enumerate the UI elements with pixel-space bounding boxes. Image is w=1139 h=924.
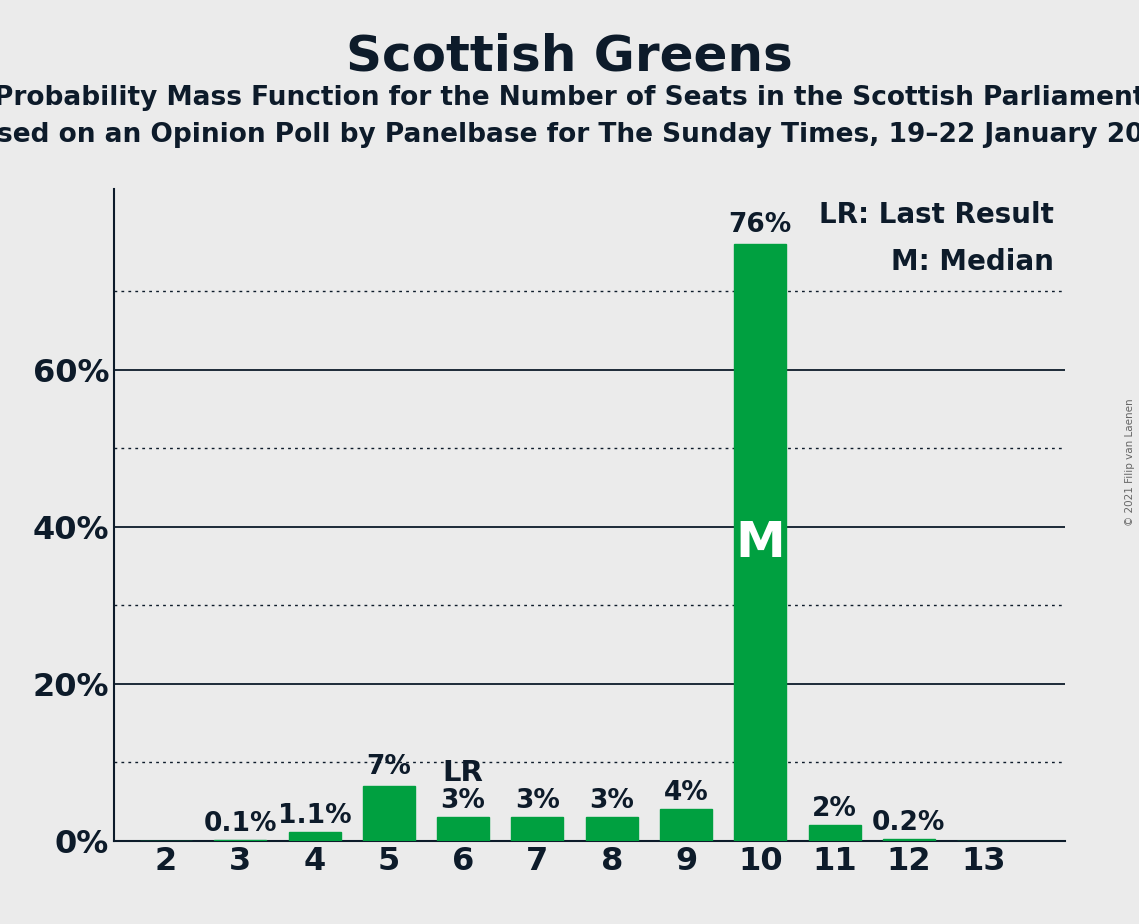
Text: 4%: 4% [664, 780, 708, 807]
Bar [585, 818, 638, 841]
Text: 7%: 7% [367, 754, 411, 780]
Text: 0.1%: 0.1% [204, 811, 277, 837]
Bar [735, 244, 786, 841]
Text: 1.1%: 1.1% [278, 803, 351, 829]
Text: 76%: 76% [729, 213, 792, 238]
Text: Probability Mass Function for the Number of Seats in the Scottish Parliament: Probability Mass Function for the Number… [0, 85, 1139, 111]
Text: M: Median: M: Median [891, 249, 1054, 276]
Bar [659, 809, 712, 841]
Text: LR: LR [443, 759, 484, 786]
Text: Scottish Greens: Scottish Greens [346, 32, 793, 80]
Text: 2%: 2% [812, 796, 857, 822]
Text: M: M [736, 518, 785, 566]
Text: 0.2%: 0.2% [872, 810, 945, 836]
Text: 3%: 3% [515, 788, 560, 814]
Bar [437, 818, 489, 841]
Bar [288, 833, 341, 841]
Bar [511, 818, 564, 841]
Text: © 2021 Filip van Laenen: © 2021 Filip van Laenen [1125, 398, 1134, 526]
Bar [363, 786, 415, 841]
Text: Based on an Opinion Poll by Panelbase for The Sunday Times, 19–22 January 2021: Based on an Opinion Poll by Panelbase fo… [0, 122, 1139, 148]
Text: 3%: 3% [589, 788, 634, 814]
Text: LR: Last Result: LR: Last Result [819, 201, 1054, 229]
Bar [883, 839, 935, 841]
Text: 3%: 3% [441, 788, 485, 814]
Bar [809, 825, 861, 841]
